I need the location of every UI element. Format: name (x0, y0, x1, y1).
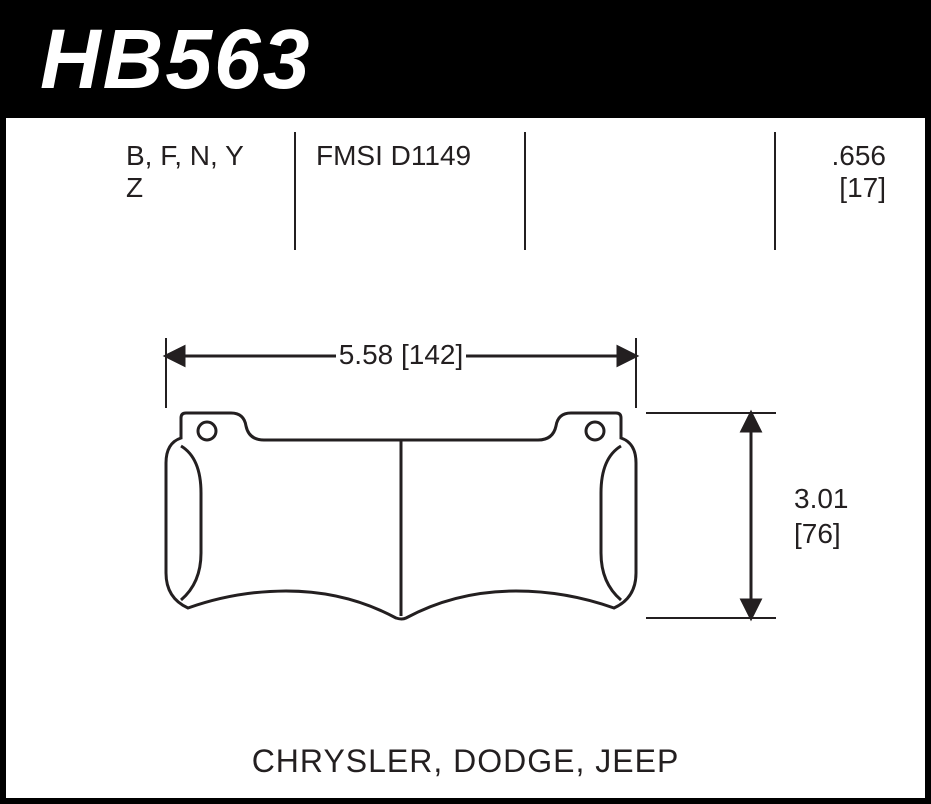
blank-col (526, 140, 776, 204)
header-bar: HB563 (0, 0, 931, 118)
footer-makes: CHRYSLER, DODGE, JEEP (6, 743, 925, 780)
fmsi-value: FMSI D1149 (316, 140, 506, 172)
fmsi-col: FMSI D1149 (296, 140, 526, 204)
compounds-line1: B, F, N, Y (126, 140, 276, 172)
height-in: 3.01 (794, 483, 849, 514)
compounds-col: B, F, N, Y Z (106, 140, 296, 204)
thickness-col: .656 [17] (776, 140, 916, 204)
thickness-value: .656 [17] (796, 140, 886, 204)
height-mm: [76] (794, 518, 841, 549)
brake-pad-diagram: 5.58 [142] 3.01 [76] (6, 318, 926, 738)
spec-row: B, F, N, Y Z FMSI D1149 .656 [17] (6, 118, 925, 204)
width-label: 5.58 [142] (339, 339, 464, 370)
part-number: HB563 (40, 11, 311, 108)
main-frame: B, F, N, Y Z FMSI D1149 .656 [17] (0, 118, 931, 804)
diagram-area: 5.58 [142] 3.01 [76] (6, 318, 925, 738)
compounds-line2: Z (126, 172, 276, 204)
